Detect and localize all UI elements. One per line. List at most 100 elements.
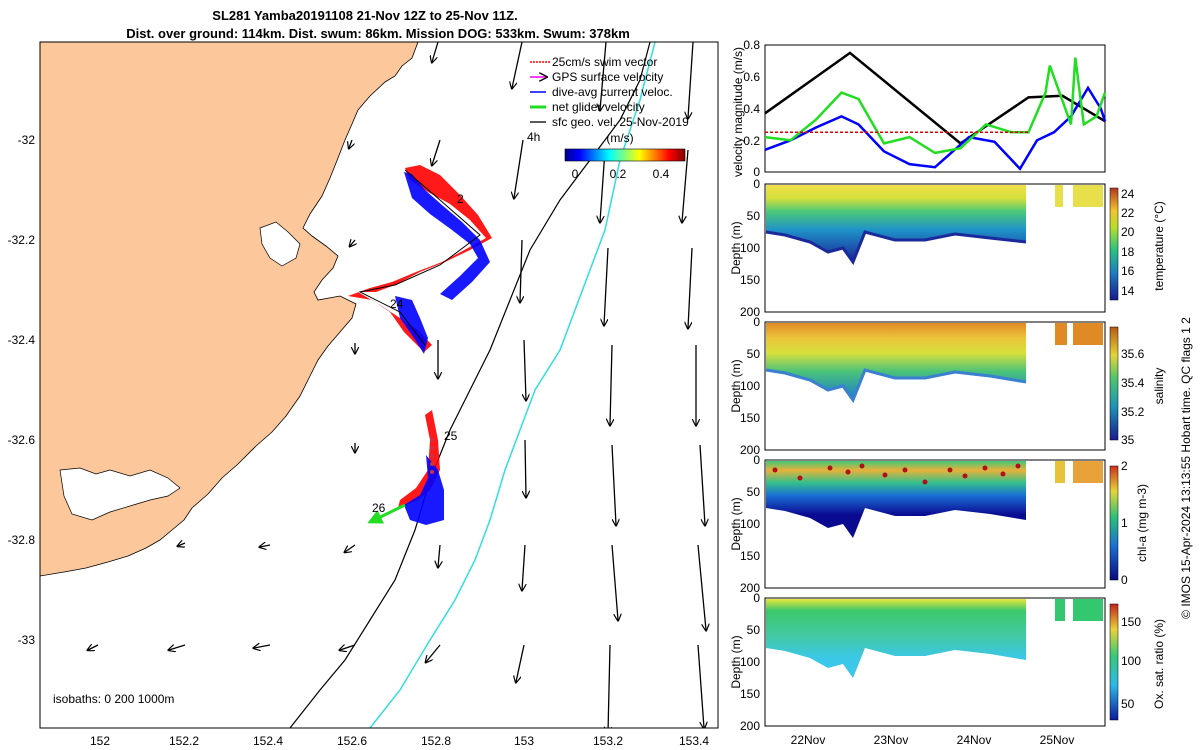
map-lon-ticks: 152 152.2 152.4 152.6 152.8 153 153.2 15… [90,734,709,748]
chl-ytick-100: 100 [740,517,760,531]
velocity-series-line-1 [764,85,1107,171]
oxygen-colorbar [1109,603,1119,721]
ox-ytick-0: 0 [753,591,760,605]
oxygen-profile-b [1073,599,1103,621]
temp-cbar-tick-14: 14 [1121,284,1135,298]
ox-ytick-50: 50 [747,623,761,637]
oxygen-profile-a [1055,599,1065,621]
sal-cbar-tick-35-2: 35.2 [1121,405,1145,419]
vel-ytick-0: 0 [753,165,760,179]
lon-tick-153: 153 [514,734,534,748]
time-tick-23nov: 23Nov [874,733,909,747]
gps-points [430,438,434,474]
track-label-day-25: 25 [444,429,458,443]
map-land [40,42,419,577]
glider-track-line [358,169,481,346]
salinity-profile-b [1073,323,1103,345]
sal-ylabel: Depth (m) [729,359,743,412]
lat-tick-32-6: -32.6 [8,433,36,447]
chl-colorbar-label: chl-a (mg m-3) [1135,484,1149,562]
temp-ytick-50: 50 [747,209,761,223]
chl-cbar-tick-0: 0 [1121,573,1128,587]
velocity-series-group [764,51,1107,171]
copyright-note: © IMOS 15-Apr-2024 13:13:55 Hobart time.… [1179,317,1193,619]
vel-ylabel: velocity magnitude (m/s) [731,47,745,177]
speed-colorbar [564,148,686,162]
chlorophyll-colorbar [1109,465,1119,581]
isobaths-note: isobaths: 0 200 1000m [53,692,174,706]
temp-colorbar-label: temperature (°C) [1152,201,1166,291]
track-label-day-24: 24 [390,297,404,311]
temp-ytick-0: 0 [753,177,760,191]
chl-cbar-tick-1: 1 [1121,516,1128,530]
chl-ylabel: Depth (m) [729,497,743,550]
lon-tick-152-8: 152.8 [421,734,451,748]
velocity-series-line-2 [764,57,1107,155]
legend-gps-velocity: GPS surface velocity [552,70,663,84]
temperature-section [766,185,1026,260]
legend-sfc-geo-velocity: sfc geo. vel. 25-Nov-2019 [552,115,689,129]
temp-cbar-tick-22: 22 [1121,206,1135,220]
ox-cbar-tick-100: 100 [1121,654,1141,668]
sal-ytick-50: 50 [747,347,761,361]
ox-ytick-150: 150 [740,687,760,701]
figure-title-line2: Dist. over ground: 114km. Dist. swum: 86… [126,26,630,41]
temp-cbar-tick-16: 16 [1121,264,1135,278]
temp-ytick-150: 150 [740,273,760,287]
salinity-section [766,323,1026,398]
chlorophyll-panel: 0 50 100 150 200 Depth (m) 0 1 2 chl-a (… [729,453,1149,595]
chlorophyll-profile-a [1055,461,1065,483]
chl-ytick-200: 200 [740,581,760,595]
chl-ytick-50: 50 [747,485,761,499]
colorbar-units: (m/s) [606,131,633,145]
temperature-panel: 0 50 100 150 200 Depth (m) 14 16 18 20 2… [729,177,1166,319]
lon-tick-153-4: 153.4 [679,734,709,748]
legend-net-glider-velocity: net glider velocity [552,100,645,114]
chl-ytick-0: 0 [753,453,760,467]
net-glider-velocity-arrow [367,503,406,524]
lon-tick-152-2: 152.2 [169,734,199,748]
isobath-1000m [369,42,656,728]
temp-cbar-tick-24: 24 [1121,187,1135,201]
glider-track-current-vectors [395,172,490,525]
colorbar-tick-1: 0.2 [610,167,627,181]
colorbar-tick-2: 0.4 [653,167,670,181]
sal-colorbar-label: salinity [1152,368,1166,405]
salinity-panel: 0 50 100 150 200 Depth (m) 35 35.2 35.4 … [729,315,1166,457]
time-tick-24nov: 24Nov [957,733,992,747]
map-frame [39,41,719,729]
temp-ytick-100: 100 [740,241,760,255]
estuary-lake [59,467,181,521]
time-tick-22nov: 22Nov [791,733,826,747]
temp-cbar-tick-20: 20 [1121,225,1135,239]
ox-cbar-tick-50: 50 [1121,697,1135,711]
time-tick-25nov: 25Nov [1040,733,1075,747]
velocity-panel: 0.8 0.6 0.4 0.2 0 velocity magnitude (m/… [731,38,1107,179]
sal-ytick-0: 0 [753,315,760,329]
oxygen-panel: 0 50 100 150 200 Depth (m) 50 100 150 Ox… [729,591,1166,747]
lon-tick-152: 152 [90,734,110,748]
colorbar-tick-0: 0 [572,167,579,181]
sal-ytick-100: 100 [740,379,760,393]
salinity-profile-a [1055,323,1067,345]
lat-tick-33: -33 [18,633,36,647]
temperature-profile-a [1055,185,1063,207]
vel-ytick-0-8: 0.8 [743,38,760,52]
map-panel: 2 24 25 26 25cm/s swim vector GPS surfac… [8,41,719,748]
sal-cbar-tick-35-4: 35.4 [1121,376,1145,390]
vel-ytick-0-4: 0.4 [743,102,760,116]
legend-4h: 4h [527,130,540,144]
vel-ytick-0-2: 0.2 [743,134,760,148]
chl-ytick-150: 150 [740,549,760,563]
lat-tick-32-4: -32.4 [8,333,36,347]
temperature-bottom-edge [765,230,1027,266]
salinity-bottom-edge [765,368,1027,404]
ox-ytick-200: 200 [740,719,760,733]
track-label-day-22: 2 [457,192,464,206]
estuary-river [259,221,301,267]
vel-ytick-0-6: 0.6 [743,70,760,84]
sal-ytick-150: 150 [740,411,760,425]
map-lat-ticks: -32 -32.2 -32.4 -32.6 -32.8 -33 [8,133,36,647]
lat-tick-32-8: -32.8 [8,533,36,547]
